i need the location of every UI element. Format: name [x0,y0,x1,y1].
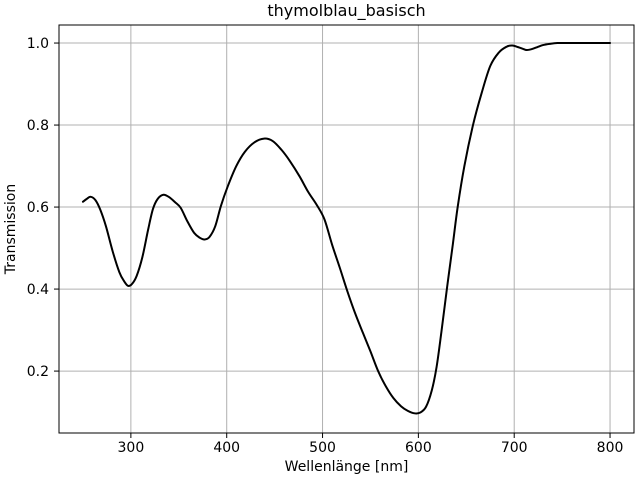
chart-title: thymolblau_basisch [267,1,425,21]
y-tick-label: 0.6 [27,200,49,216]
y-tick-label: 0.8 [27,118,49,134]
x-axis-label: Wellenlänge [nm] [285,459,409,475]
y-tick-label: 0.2 [27,364,49,380]
plot-border [58,24,635,434]
x-tick-label: 600 [405,440,432,456]
x-tick-label: 500 [309,440,336,456]
y-axis-label: Transmission [3,184,19,275]
plot-background [59,25,634,433]
x-tick-label: 300 [118,440,145,456]
y-tick-label: 1.0 [27,36,49,52]
y-tick-label: 0.4 [27,282,49,298]
grid-lines [59,25,634,433]
y-tick-labels: 0.2 0.4 0.6 0.8 1.0 [27,36,49,380]
spectrum-curve [81,41,612,415]
x-tick-labels: 300 400 500 600 700 800 [118,440,624,456]
x-tick-label: 800 [597,440,624,456]
axis-tick-marks [54,42,611,438]
x-tick-label: 700 [501,440,528,456]
x-tick-label: 400 [213,440,240,456]
